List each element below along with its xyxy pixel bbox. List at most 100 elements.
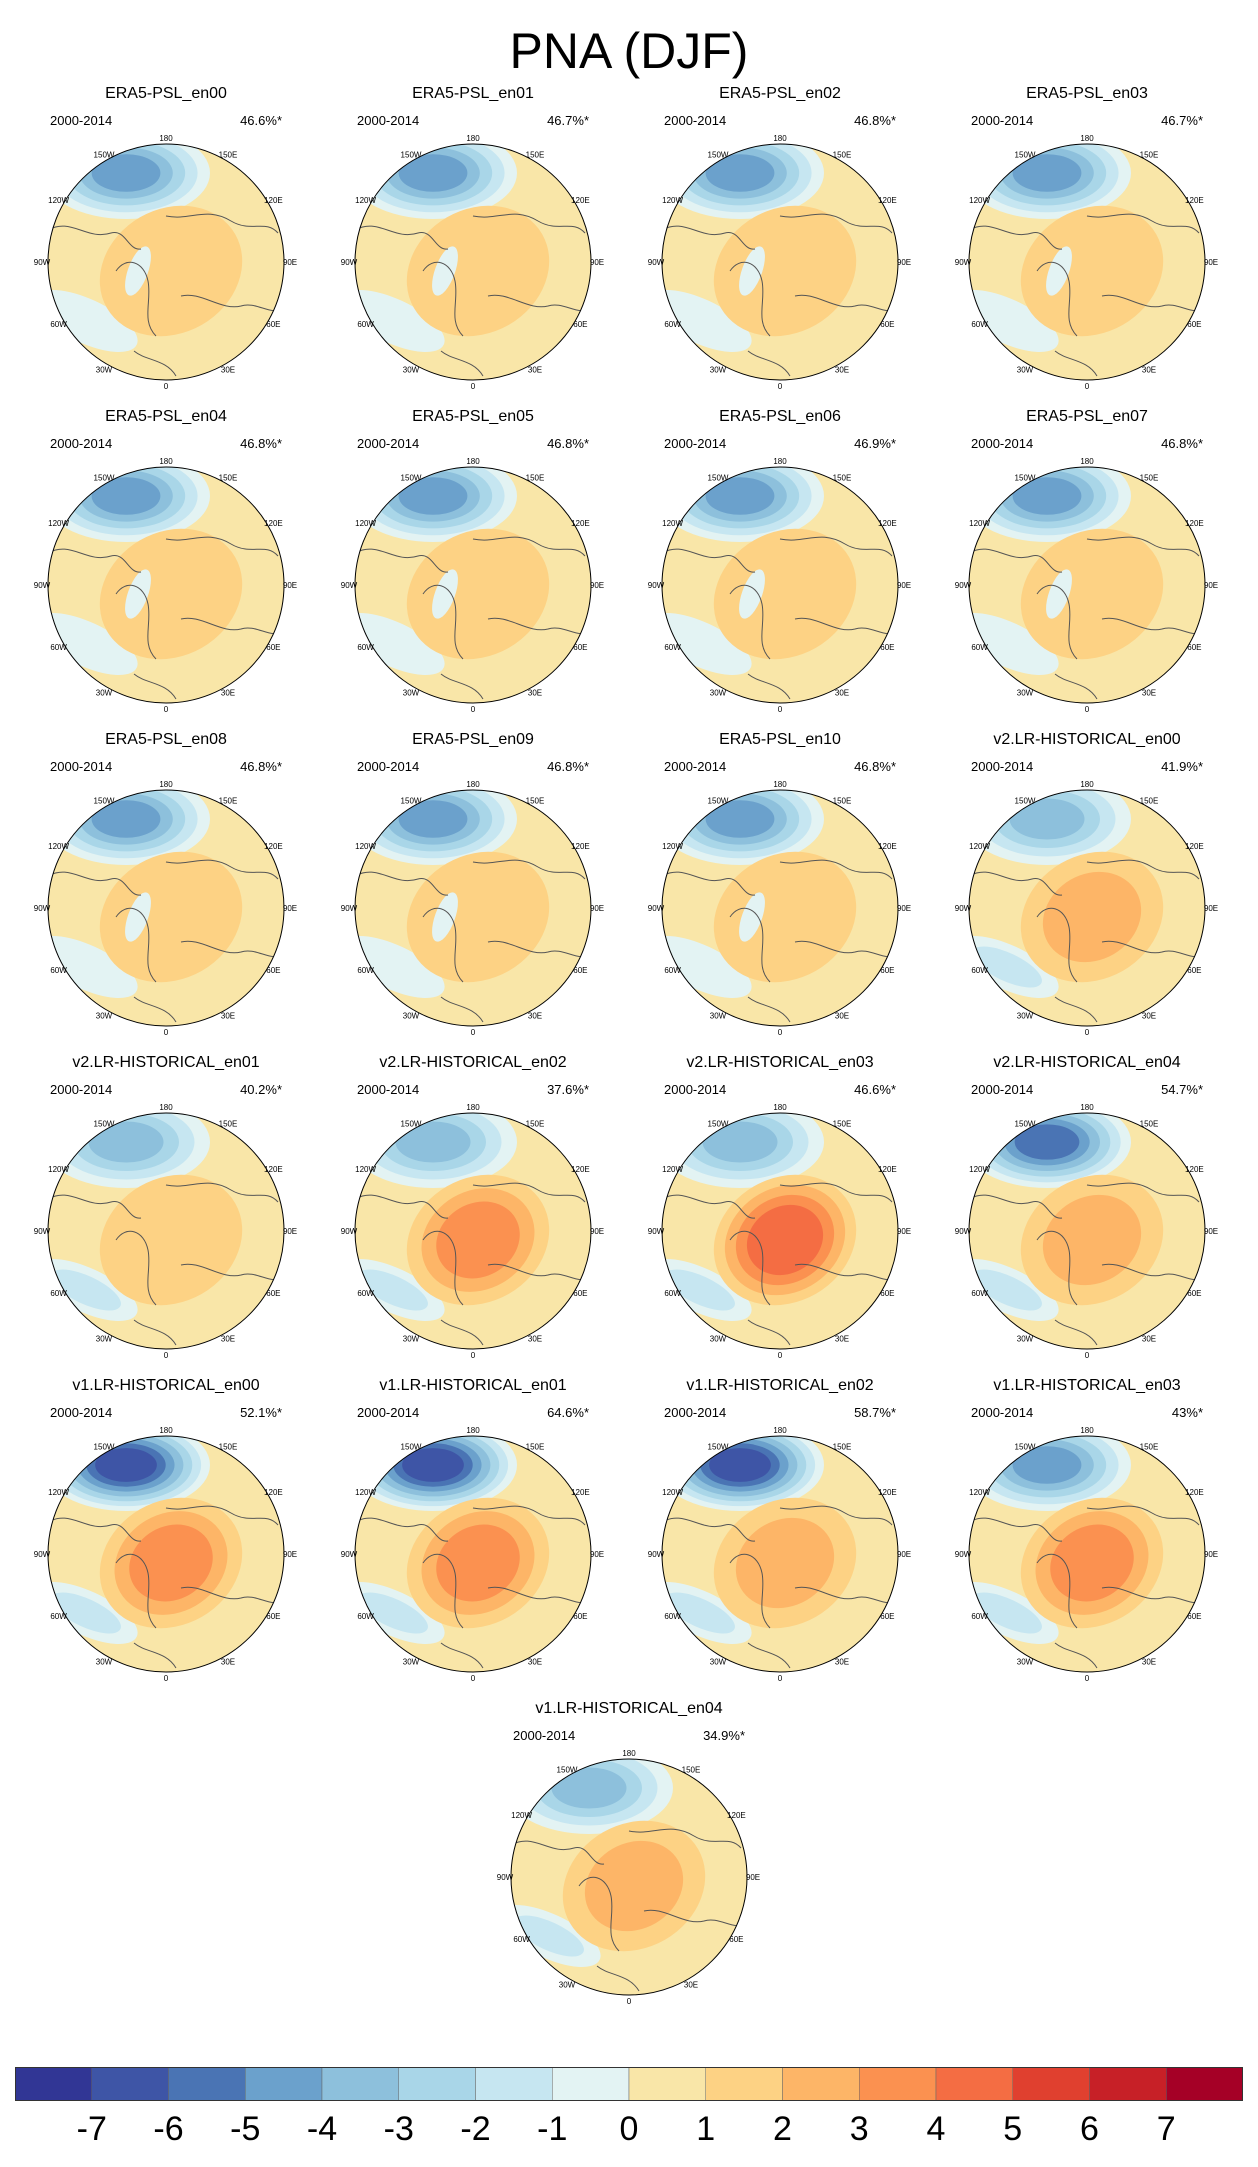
- longitude-label: 90W: [34, 1227, 51, 1236]
- longitude-label: 60E: [880, 966, 894, 975]
- coastline: [440, 996, 484, 1023]
- longitude-label: 120W: [355, 1165, 376, 1174]
- panel-variance-pct: 46.6%*: [240, 113, 282, 128]
- coastline: [48, 871, 142, 896]
- panel-title: ERA5-PSL_en01: [412, 85, 534, 102]
- atlantic-negative-contour: [355, 936, 445, 998]
- map-boundary: [968, 1435, 1206, 1673]
- longitude-label: 30E: [221, 688, 235, 697]
- colorbar-tick-label: -1: [537, 2110, 568, 2148]
- colorbar-tick-label: 5: [1003, 2110, 1023, 2148]
- positive-anomaly-contour: [1020, 205, 1164, 337]
- longitude-label: 90W: [955, 1227, 972, 1236]
- map-panel: ERA5-PSL_en09 2000-2014 46.8%* 180 150E 120E 9…: [323, 731, 623, 1049]
- longitude-label: 150E: [833, 1120, 852, 1129]
- longitude-label: 30E: [835, 688, 849, 697]
- longitude-label: 60E: [1187, 320, 1201, 329]
- panel-variance-pct: 46.8%*: [1161, 436, 1203, 451]
- panel-title: v1.LR-HISTORICAL_en02: [686, 1377, 874, 1394]
- longitude-label: 90W: [341, 1550, 358, 1559]
- panel-variance-pct: 41.9%*: [1161, 759, 1203, 774]
- longitude-label: 30W: [96, 688, 113, 697]
- coastline: [1086, 536, 1200, 557]
- panel-title: v1.LR-HISTORICAL_en03: [993, 1377, 1181, 1394]
- colorbar-tick-label: 0: [619, 2110, 639, 2148]
- longitude-label: 180: [466, 134, 480, 143]
- atlantic-negative-contour: [51, 1592, 121, 1634]
- longitude-label: 120W: [355, 1488, 376, 1497]
- longitude-label: 60W: [50, 1289, 67, 1298]
- polar-map: 180 150E 120E 90E 60E 30E 0 30W 60W 90W 120W 150W: [341, 780, 604, 1037]
- positive-anomaly-contour: [99, 1174, 243, 1306]
- longitude-label: 60W: [357, 966, 374, 975]
- longitude-label: 30E: [684, 1980, 698, 1989]
- greenland-negative-contour: [125, 246, 151, 296]
- longitude-label: 60E: [1187, 643, 1201, 652]
- longitude-label: 30W: [710, 1334, 727, 1343]
- coastline: [48, 1517, 142, 1542]
- aleutian-low-contour: [91, 154, 161, 192]
- longitude-label: 90E: [283, 904, 297, 913]
- coastline: [643, 1909, 747, 1927]
- aleutian-low-contour: [1012, 1446, 1082, 1484]
- longitude-label: 150E: [526, 474, 545, 483]
- aleutian-low-contour: [398, 154, 468, 192]
- coastline: [180, 1586, 284, 1604]
- polar-map: 180 150E 120E 90E 60E 30E 0 30W 60W 90W 120W 150W: [955, 780, 1218, 1037]
- longitude-label: 30E: [221, 1657, 235, 1666]
- longitude-label: 180: [159, 457, 173, 466]
- polar-map: 180 150E 120E 90E 60E 30E 0 30W 60W 90W 120W 150W: [341, 457, 604, 714]
- longitude-label: 60E: [1187, 1289, 1201, 1298]
- coastline: [662, 1194, 756, 1219]
- atlantic-negative-contour: [972, 1592, 1042, 1634]
- longitude-label: 90W: [34, 581, 51, 590]
- coastline: [472, 1505, 586, 1526]
- map-panel: ERA5-PSL_en07 2000-2014 46.8%* 180 150E 120E 9…: [937, 408, 1237, 726]
- positive-anomaly-contour: [735, 1517, 835, 1609]
- longitude-label: 150W: [708, 1443, 729, 1452]
- polar-map: 180 150E 120E 90E 60E 30E 0 30W 60W 90W 120W 150W: [341, 1103, 604, 1360]
- longitude-label: 120W: [969, 1165, 990, 1174]
- coastline: [1086, 1505, 1200, 1526]
- longitude-label: 90E: [897, 258, 911, 267]
- coastline: [779, 536, 893, 557]
- colorbar-swatch: [935, 2066, 1013, 2102]
- longitude-label: 120E: [571, 1165, 590, 1174]
- map-panel: v1.LR-HISTORICAL_en01 2000-2014 64.6%* 180 1…: [323, 1377, 623, 1695]
- longitude-label: 60W: [50, 643, 67, 652]
- atlantic-negative-contour: [662, 290, 752, 352]
- coastline: [487, 294, 591, 312]
- polar-map: 180 150E 120E 90E 60E 30E 0 30W 60W 90W 120W 150W: [955, 457, 1218, 714]
- coastline: [1086, 859, 1200, 880]
- map-panel: v2.LR-HISTORICAL_en00 2000-2014 41.9%* 180 1…: [937, 731, 1237, 1049]
- colorbar-tick-label: -5: [230, 2110, 261, 2148]
- longitude-label: 120E: [1185, 196, 1204, 205]
- polar-map: 180 150E 120E 90E 60E 30E 0 30W 60W 90W 120W 150W: [34, 134, 297, 391]
- atlantic-negative-contour: [48, 936, 138, 998]
- panel-title: v2.LR-HISTORICAL_en01: [72, 1054, 260, 1071]
- aleutian-low-contour: [91, 477, 161, 515]
- longitude-label: 120W: [355, 196, 376, 205]
- panel-variance-pct: 52.1%*: [240, 1405, 282, 1420]
- coastline: [596, 1965, 640, 1992]
- longitude-label: 180: [1080, 1426, 1094, 1435]
- colorbar-tick-label: -2: [460, 2110, 491, 2148]
- longitude-label: 120W: [48, 842, 69, 851]
- panel-variance-pct: 46.7%*: [1161, 113, 1203, 128]
- coastline: [165, 213, 279, 234]
- map-panel: v2.LR-HISTORICAL_en02 2000-2014 37.6%* 180 1…: [323, 1054, 623, 1372]
- longitude-label: 150W: [557, 1766, 578, 1775]
- longitude-label: 60W: [513, 1935, 530, 1944]
- longitude-label: 0: [164, 705, 169, 714]
- polar-map: 180 150E 120E 90E 60E 30E 0 30W 60W 90W 120W 150W: [648, 457, 911, 714]
- coastline: [794, 940, 898, 958]
- longitude-label: 150W: [1015, 151, 1036, 160]
- longitude-label: 120E: [264, 519, 283, 528]
- longitude-label: 90W: [648, 1227, 665, 1236]
- longitude-label: 90E: [1204, 904, 1218, 913]
- longitude-label: 30W: [96, 365, 113, 374]
- longitude-label: 150W: [1015, 797, 1036, 806]
- longitude-label: 150W: [708, 474, 729, 483]
- coastline: [1086, 213, 1200, 234]
- longitude-label: 60W: [357, 643, 374, 652]
